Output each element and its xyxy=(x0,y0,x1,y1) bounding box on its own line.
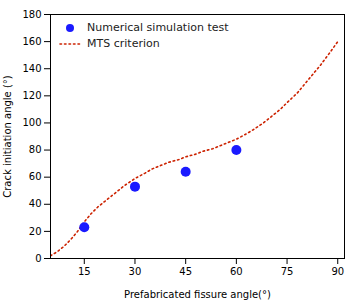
svg-text:0: 0 xyxy=(35,253,41,264)
svg-text:90: 90 xyxy=(331,266,344,277)
svg-text:75: 75 xyxy=(281,266,294,277)
svg-text:30: 30 xyxy=(129,266,142,277)
svg-text:20: 20 xyxy=(29,226,42,237)
svg-text:140: 140 xyxy=(22,63,41,74)
html-text:Numerical simulation test: Numerical simulation test xyxy=(87,21,229,34)
svg-text:Prefabricated fissure angle(°): Prefabricated fissure angle(°) xyxy=(124,289,271,300)
svg-text:100: 100 xyxy=(22,117,41,128)
svg-text:Crack initiation angle (°): Crack initiation angle (°) xyxy=(2,75,13,198)
html-text:MTS criterion: MTS criterion xyxy=(87,37,160,50)
svg-text:180: 180 xyxy=(22,9,41,20)
svg-text:60: 60 xyxy=(230,266,243,277)
svg-text:45: 45 xyxy=(179,266,192,277)
svg-text:80: 80 xyxy=(29,144,42,155)
svg-text:160: 160 xyxy=(22,36,41,47)
svg-text:60: 60 xyxy=(29,171,42,182)
svg-text:120: 120 xyxy=(22,90,41,101)
svg-text:40: 40 xyxy=(29,198,42,209)
svg-text:15: 15 xyxy=(78,266,91,277)
